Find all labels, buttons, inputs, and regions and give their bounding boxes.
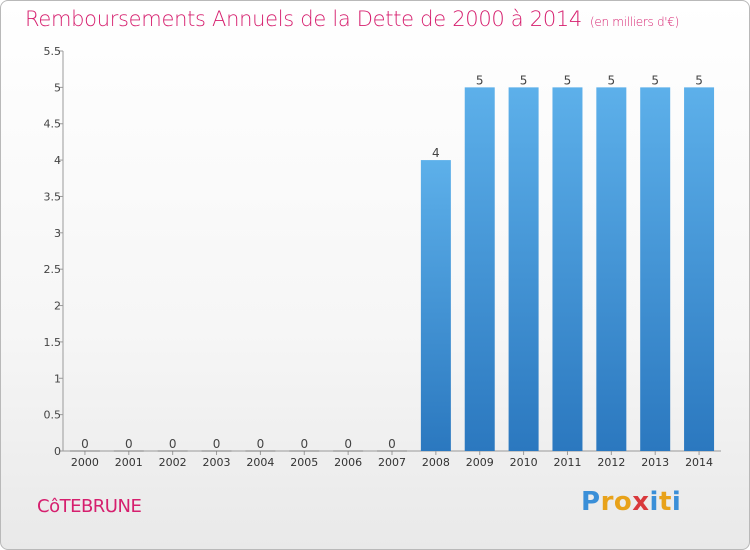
value-label-2009: 5: [476, 73, 484, 87]
bar-2013: [640, 87, 671, 451]
x-tick-label-2001: 2001: [115, 456, 143, 469]
bar-2012: [596, 87, 627, 451]
logo-letter: i: [649, 487, 659, 517]
bar-2010: [508, 87, 539, 451]
x-tick-label-2009: 2009: [466, 456, 494, 469]
value-label-2014: 5: [695, 73, 703, 87]
value-label-2000: 0: [81, 437, 89, 451]
value-label-2013: 5: [651, 73, 659, 87]
y-tick-label: 0: [54, 445, 61, 458]
x-tick-label-2012: 2012: [597, 456, 625, 469]
value-label-2005: 0: [300, 437, 308, 451]
logo-letter: P: [581, 487, 601, 517]
chart-unit-label: (en milliers d'€): [590, 15, 680, 29]
logo-letter: t: [658, 487, 672, 517]
logo-letter: o: [613, 487, 633, 517]
proxiti-logo: Proxiti: [581, 487, 681, 517]
logo-letter: x: [632, 487, 650, 517]
y-tick-label: 2: [54, 300, 61, 313]
x-tick-label-2002: 2002: [159, 456, 187, 469]
chart-bars: [69, 87, 715, 452]
x-tick-label-2014: 2014: [685, 456, 713, 469]
y-tick-label: 4: [54, 154, 61, 167]
y-tick-label: 5: [54, 81, 61, 94]
bar-2008: [420, 160, 451, 451]
y-tick-label: 1: [54, 372, 61, 385]
logo-letter: i: [671, 487, 682, 517]
y-tick-label: 5.5: [44, 45, 62, 58]
logo-letter: r: [600, 487, 614, 517]
y-tick-label: 3.5: [44, 190, 62, 203]
chart-labels: 0 2000 0 2001 0 2002 0 2003 0 2004 0 2005 0 2006 0 2007…: [71, 73, 713, 469]
chart-title: Remboursements Annuels de la Dette de 20…: [25, 7, 679, 31]
x-tick-label-2003: 2003: [203, 456, 231, 469]
value-label-2002: 0: [169, 437, 177, 451]
x-tick-label-2010: 2010: [510, 456, 538, 469]
x-tick-label-2000: 2000: [71, 456, 99, 469]
y-tick-label: 1.5: [44, 336, 62, 349]
x-tick-label-2004: 2004: [246, 456, 274, 469]
bar-2009: [464, 87, 495, 451]
x-tick-label-2007: 2007: [378, 456, 406, 469]
x-tick-label-2006: 2006: [334, 456, 362, 469]
value-label-2004: 0: [257, 437, 265, 451]
y-tick-label: 4.5: [44, 118, 62, 131]
value-label-2008: 4: [432, 146, 440, 160]
y-tick-label: 2.5: [44, 263, 62, 276]
bar-2014: [684, 87, 715, 451]
value-label-2010: 5: [520, 73, 528, 87]
commune-name: CôTEBRUNE: [37, 496, 142, 517]
value-label-2003: 0: [213, 437, 221, 451]
x-tick-label-2011: 2011: [553, 456, 581, 469]
value-label-2012: 5: [608, 73, 616, 87]
value-label-2007: 0: [388, 437, 396, 451]
chart-title-text: Remboursements Annuels de la Dette de 20…: [25, 7, 582, 31]
chart-axes: 0 0.5 1 1.5 2 2.5 3 3.5 4 4.5 5 5.5: [44, 45, 721, 458]
x-tick-label-2005: 2005: [290, 456, 318, 469]
y-tick-label: 0.5: [44, 409, 62, 422]
bar-2011: [552, 87, 583, 451]
value-label-2001: 0: [125, 437, 133, 451]
value-label-2006: 0: [344, 437, 352, 451]
x-tick-label-2008: 2008: [422, 456, 450, 469]
x-tick-label-2013: 2013: [641, 456, 669, 469]
y-tick-label: 3: [54, 227, 61, 240]
value-label-2011: 5: [564, 73, 572, 87]
